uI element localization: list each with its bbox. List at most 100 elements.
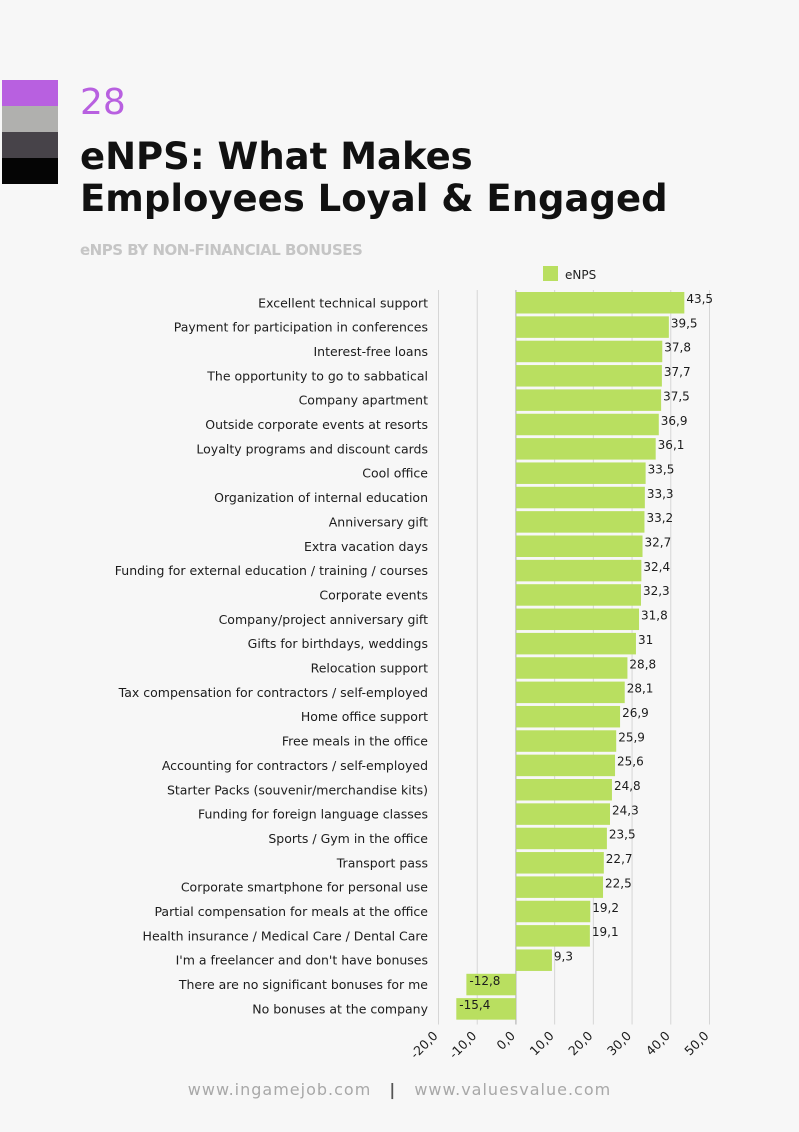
enps-bar-chart: eNPS Excellent technical support 43,5 Payme… (115, 266, 713, 1062)
bar (515, 754, 616, 777)
bar (515, 316, 669, 338)
value-label: 25,9 (618, 730, 645, 744)
footer: www.ingamejob.com | www.valuesvalue.com (0, 1080, 799, 1099)
value-label: 32,7 (645, 536, 672, 550)
value-label: 32,4 (643, 560, 670, 574)
x-tick-label: -10,0 (446, 1028, 480, 1062)
category-label: Funding for foreign language classes (198, 807, 428, 822)
bar (515, 681, 625, 704)
bar (515, 876, 604, 898)
value-label: 33,5 (648, 462, 675, 476)
footer-separator: | (389, 1080, 397, 1099)
category-label: The opportunity to go to sabbatical (206, 368, 428, 383)
value-label: 32,3 (643, 584, 670, 598)
value-label: 23,5 (609, 828, 636, 842)
bar (515, 779, 612, 801)
category-label: Corporate events (319, 587, 428, 602)
swatch-dark-gray (2, 132, 58, 158)
category-label: Transport pass (336, 855, 428, 870)
bar (515, 438, 656, 460)
swatch-black (2, 158, 58, 184)
legend-label: eNPS (565, 268, 596, 282)
bar (515, 925, 590, 947)
category-label: Health insurance / Medical Care / Dental… (143, 928, 429, 943)
bar (515, 413, 659, 436)
category-label: Outside corporate events at resorts (205, 417, 428, 432)
category-label: Home office support (301, 709, 428, 724)
category-label: Gifts for birthdays, weddings (248, 636, 428, 651)
color-swatches (2, 80, 58, 184)
value-label: 28,8 (629, 657, 656, 671)
bar (515, 852, 604, 874)
bar (515, 949, 552, 971)
category-label: Anniversary gift (329, 514, 428, 529)
value-label: 37,7 (664, 365, 691, 379)
bar (515, 511, 645, 533)
bar (515, 657, 628, 679)
value-label: 9,3 (554, 949, 573, 963)
category-label: Interest-free loans (313, 344, 428, 359)
category-label: Excellent technical support (258, 295, 428, 310)
value-label: 25,6 (617, 755, 644, 769)
x-tick-label: 50,0 (681, 1028, 711, 1058)
bar (515, 292, 685, 314)
value-label: 22,7 (606, 852, 633, 866)
category-label: Extra vacation days (304, 539, 428, 554)
bar (515, 535, 643, 557)
bar (515, 486, 645, 509)
bar (515, 827, 607, 850)
value-label: 36,9 (661, 414, 688, 428)
bar (515, 608, 640, 631)
x-tick-label: 0,0 (493, 1028, 518, 1053)
value-label: -15,4 (459, 998, 490, 1012)
category-label: Sports / Gym in the office (268, 831, 428, 846)
category-label: There are no significant bonuses for me (178, 977, 428, 992)
value-label: 37,8 (664, 341, 691, 355)
bar (515, 632, 636, 655)
value-label: 36,1 (658, 438, 685, 452)
bar (515, 705, 621, 728)
category-label: Partial compensation for meals at the of… (154, 904, 428, 919)
category-label: Starter Packs (souvenir/merchandise kits… (167, 782, 428, 797)
category-label: Loyalty programs and discount cards (196, 441, 428, 456)
category-label: Payment for participation in conferences (174, 320, 428, 335)
value-label: 24,8 (614, 779, 641, 793)
category-label: Tax compensation for contractors / self-… (118, 685, 428, 700)
swatch-gray (2, 106, 58, 132)
bar (515, 365, 662, 387)
bar (515, 340, 663, 363)
value-label: 39,5 (671, 316, 698, 330)
value-label: 26,9 (622, 706, 649, 720)
category-label: Relocation support (311, 661, 428, 676)
category-label: Organization of internal education (214, 490, 428, 505)
bar (456, 998, 516, 1020)
x-tick-label: 30,0 (604, 1028, 634, 1058)
x-tick-label: 10,0 (526, 1028, 556, 1058)
swatch-purple (2, 80, 58, 106)
category-label: Company apartment (299, 393, 429, 408)
page-title: eNPS: What Makes Employees Loyal & Engag… (80, 136, 780, 220)
title-line-1: eNPS: What Makes (80, 135, 473, 178)
value-label: 24,3 (612, 803, 639, 817)
category-label: Cool office (362, 466, 428, 481)
bar (515, 462, 646, 484)
value-label: 33,3 (647, 487, 674, 501)
bar (466, 973, 516, 996)
bar (515, 584, 641, 606)
value-label: 31 (638, 633, 653, 647)
x-tick-label: 40,0 (643, 1028, 673, 1058)
value-label: 43,5 (686, 292, 713, 306)
category-label: Company/project anniversary gift (219, 612, 429, 627)
footer-link-ingamejob[interactable]: www.ingamejob.com (187, 1080, 372, 1099)
footer-link-valuesvalue[interactable]: www.valuesvalue.com (414, 1080, 612, 1099)
bar (515, 803, 611, 825)
bar (515, 900, 591, 923)
value-label: -12,8 (469, 974, 500, 988)
category-label: I'm a freelancer and don't have bonuses (176, 953, 428, 968)
bar (515, 730, 617, 752)
category-label: Corporate smartphone for personal use (181, 880, 428, 895)
bar (515, 389, 662, 411)
category-label: No bonuses at the company (252, 1001, 428, 1016)
page-number: 28 (80, 82, 126, 123)
value-label: 33,2 (646, 511, 673, 525)
